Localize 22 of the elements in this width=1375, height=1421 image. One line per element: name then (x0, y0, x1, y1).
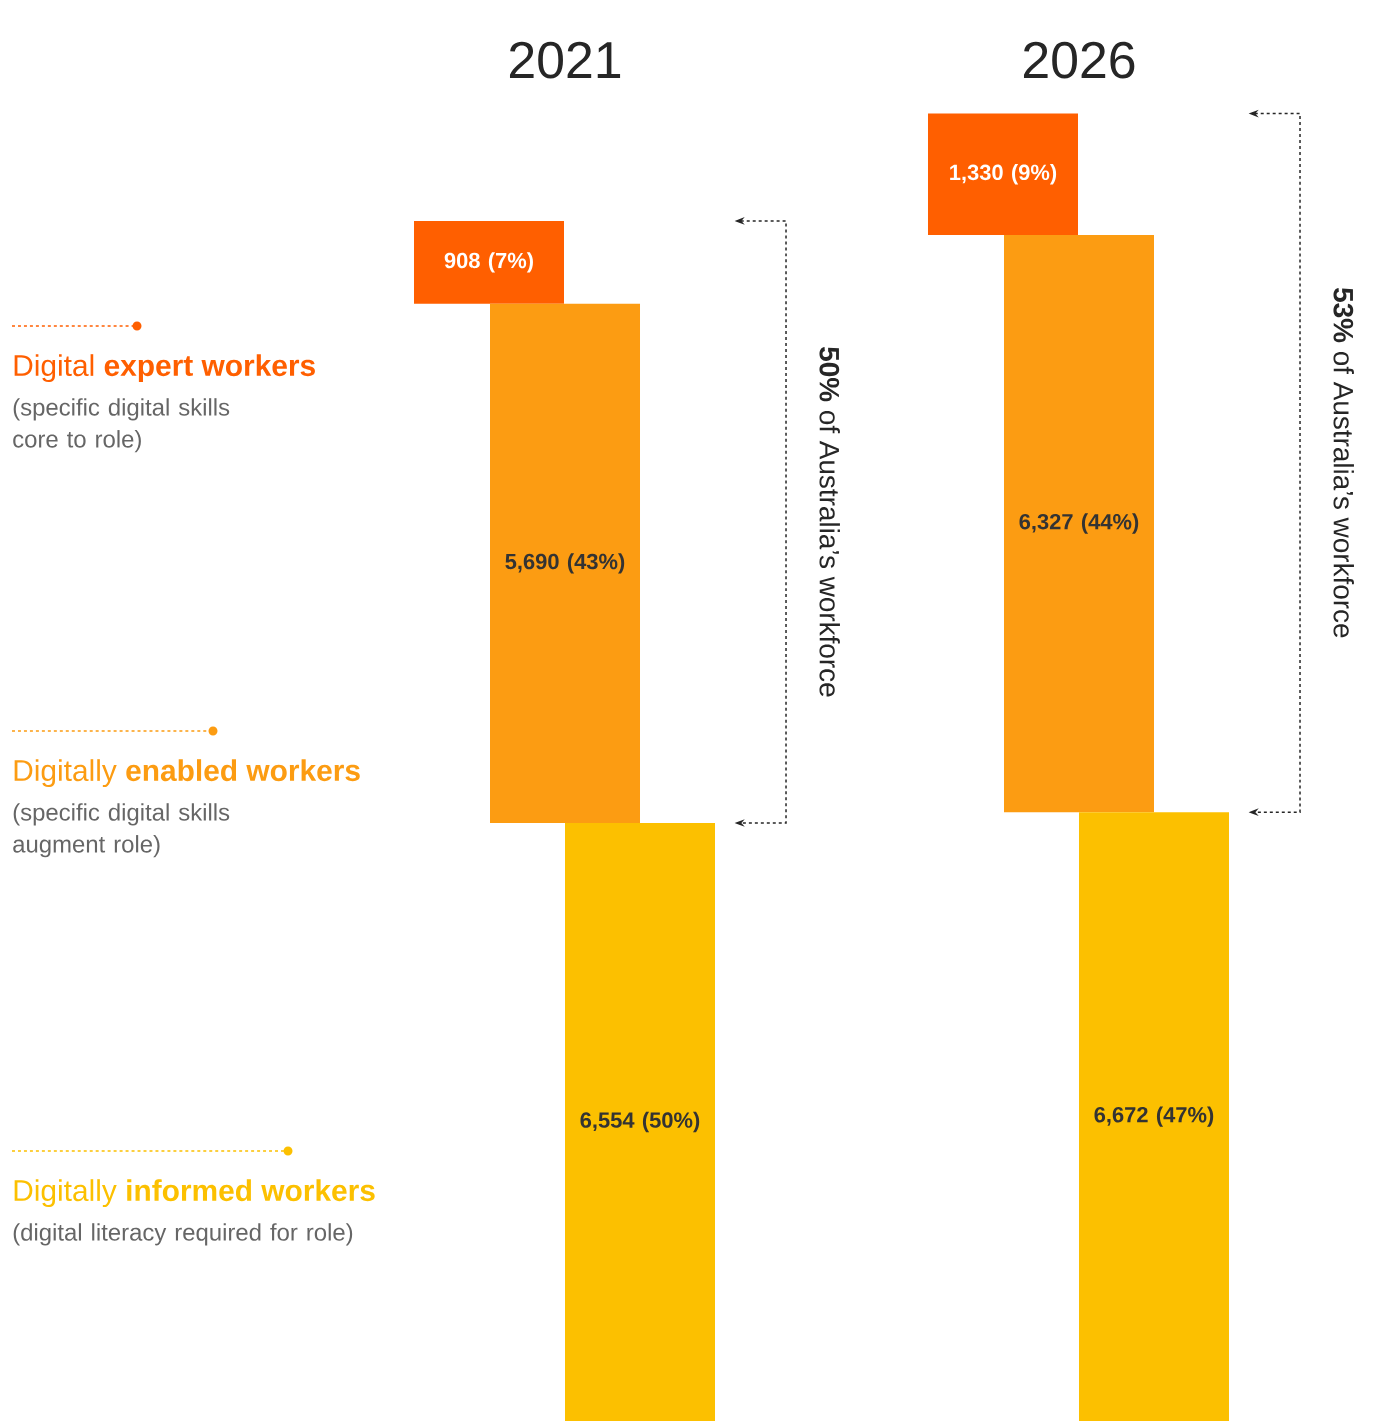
x-tick-label: 2026 (1023, 41, 1135, 79)
bar (1004, 234, 1154, 813)
annotation: 50% of Australia’s workforce (819, 347, 840, 697)
legend-label: Digitally informed workers (14, 1179, 375, 1208)
data-label: 6,327 (44%) (1019, 513, 1139, 534)
data-label: 6,554 (50%) (580, 1111, 700, 1133)
bar (490, 303, 640, 823)
bar (565, 822, 715, 1421)
bar (927, 113, 1078, 235)
data-label: 1,330 (9%) (950, 164, 1057, 185)
annotation: (digital literacy required for role) (13, 1223, 353, 1246)
bar (414, 220, 564, 304)
data-label: 908 (7%) (444, 252, 533, 273)
data-label: 6,672 (47%) (1094, 1106, 1214, 1127)
annotation: 53% of Australia’s workforce (1333, 288, 1354, 638)
text: (specific digital skills augment role) (13, 803, 230, 858)
data-label: 5,690 (43%) (505, 553, 625, 574)
text: (specific digital skills core to role) (13, 398, 230, 453)
bar (1079, 812, 1229, 1421)
legend-label: Digitally enabled workers (14, 759, 360, 788)
legend-label: Digital expert workers (14, 354, 315, 383)
x-tick-label: 2021 (509, 41, 621, 79)
